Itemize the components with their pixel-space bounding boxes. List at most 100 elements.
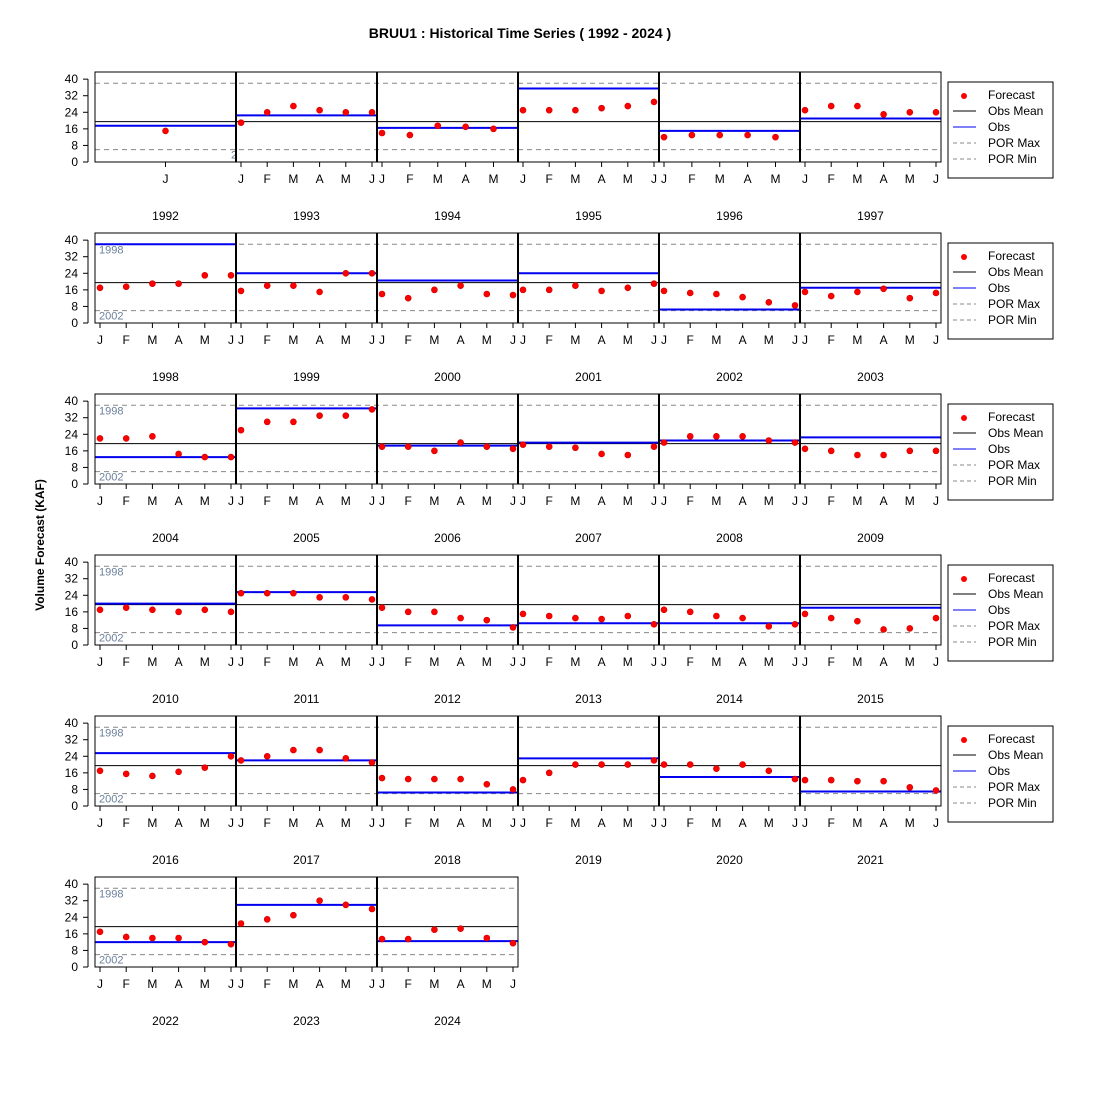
x-tick-label: J bbox=[97, 816, 103, 830]
x-tick-label: M bbox=[482, 655, 492, 669]
x-tick-label: A bbox=[316, 494, 324, 508]
x-tick-label: M bbox=[429, 494, 439, 508]
forecast-point bbox=[227, 272, 235, 279]
x-tick-label: A bbox=[457, 977, 465, 991]
forecast-point bbox=[227, 940, 235, 948]
x-tick-label: A bbox=[880, 333, 888, 347]
y-tick-label: 0 bbox=[71, 316, 78, 330]
forecast-point bbox=[650, 620, 658, 628]
year-label: 2022 bbox=[152, 1014, 179, 1028]
year-label: 2016 bbox=[152, 853, 179, 867]
forecast-point bbox=[624, 284, 632, 292]
panel-frame bbox=[235, 71, 378, 163]
x-tick-label: A bbox=[316, 977, 324, 991]
forecast-point bbox=[237, 920, 245, 927]
legend-forecast-symbol bbox=[961, 254, 967, 260]
year-label: 2013 bbox=[575, 692, 602, 706]
forecast-point bbox=[490, 125, 497, 133]
legend-label: Obs Mean bbox=[988, 587, 1043, 601]
forecast-point bbox=[457, 614, 464, 622]
x-tick-label: M bbox=[715, 172, 725, 186]
forecast-point bbox=[122, 283, 130, 291]
x-tick-label: M bbox=[570, 494, 580, 508]
por-min-year-label: 2002 bbox=[99, 794, 123, 806]
forecast-point bbox=[483, 290, 491, 298]
year-label: 2002 bbox=[716, 370, 743, 384]
forecast-point bbox=[149, 433, 156, 440]
legend-label: Obs bbox=[988, 442, 1010, 456]
forecast-point bbox=[290, 589, 297, 597]
x-tick-label: M bbox=[200, 655, 210, 669]
forecast-point bbox=[660, 133, 668, 141]
year-label: 2012 bbox=[434, 692, 461, 706]
y-tick-label: 24 bbox=[65, 427, 79, 441]
forecast-point bbox=[368, 406, 376, 413]
x-tick-label: J bbox=[520, 494, 526, 508]
forecast-point bbox=[237, 119, 245, 126]
x-tick-label: M bbox=[905, 494, 915, 508]
panel-group: 0 8 16 24 32 40 2 J 1992 J F M A M J 1993 J F M A M 1994 J F M A M… bbox=[65, 71, 1054, 1028]
x-tick-label: M bbox=[482, 977, 492, 991]
x-tick-label: M bbox=[147, 816, 157, 830]
legend-label: POR Min bbox=[988, 796, 1037, 810]
forecast-point bbox=[598, 450, 605, 458]
forecast-point bbox=[368, 596, 376, 603]
forecast-point bbox=[854, 451, 861, 459]
x-tick-label: M bbox=[341, 977, 351, 991]
y-tick-label: 16 bbox=[65, 444, 79, 458]
x-tick-label: M bbox=[623, 494, 633, 508]
forecast-point bbox=[457, 925, 464, 932]
x-tick-label: J bbox=[369, 172, 375, 186]
x-tick-label: M bbox=[341, 655, 351, 669]
forecast-point bbox=[880, 111, 887, 118]
x-tick-label: J bbox=[520, 655, 526, 669]
forecast-point bbox=[827, 292, 835, 300]
x-tick-label: M bbox=[482, 494, 492, 508]
year-label: 1996 bbox=[716, 209, 743, 223]
panel-frame bbox=[799, 71, 942, 163]
panel-frame bbox=[376, 876, 519, 968]
forecast-point bbox=[686, 433, 694, 440]
forecast-point bbox=[434, 122, 442, 130]
x-tick-label: A bbox=[598, 494, 606, 508]
x-tick-label: A bbox=[739, 816, 747, 830]
forecast-point bbox=[290, 911, 297, 919]
year-label: 2006 bbox=[434, 531, 461, 545]
forecast-point bbox=[791, 302, 799, 309]
forecast-point bbox=[404, 935, 412, 943]
year-label: 1999 bbox=[293, 370, 320, 384]
forecast-point bbox=[175, 934, 182, 942]
legend-label: POR Min bbox=[988, 152, 1037, 166]
year-label: 1995 bbox=[575, 209, 602, 223]
x-tick-label: J bbox=[651, 172, 657, 186]
panel-frame bbox=[517, 715, 660, 807]
x-tick-label: F bbox=[123, 816, 130, 830]
forecast-point bbox=[713, 612, 720, 620]
x-tick-label: A bbox=[598, 816, 606, 830]
x-tick-label: A bbox=[880, 172, 888, 186]
forecast-point bbox=[906, 784, 914, 791]
x-tick-label: A bbox=[175, 977, 183, 991]
x-tick-label: J bbox=[510, 977, 516, 991]
x-tick-label: M bbox=[852, 172, 862, 186]
x-tick-label: F bbox=[687, 333, 694, 347]
x-tick-label: M bbox=[341, 816, 351, 830]
forecast-point bbox=[162, 127, 169, 135]
x-tick-label: J bbox=[97, 655, 103, 669]
forecast-point bbox=[509, 624, 517, 631]
forecast-point bbox=[483, 443, 491, 451]
x-tick-label: J bbox=[238, 977, 244, 991]
panel-frame bbox=[376, 71, 519, 163]
forecast-point bbox=[263, 589, 271, 597]
year-label: 2011 bbox=[294, 692, 320, 706]
x-tick-label: M bbox=[905, 172, 915, 186]
forecast-point bbox=[457, 439, 464, 446]
forecast-point bbox=[827, 447, 835, 455]
x-tick-label: F bbox=[687, 655, 694, 669]
forecast-point bbox=[545, 286, 553, 294]
x-tick-label: F bbox=[828, 333, 835, 347]
forecast-point bbox=[175, 608, 182, 616]
x-tick-label: F bbox=[123, 333, 130, 347]
forecast-point bbox=[201, 938, 209, 946]
forecast-point bbox=[744, 131, 751, 139]
